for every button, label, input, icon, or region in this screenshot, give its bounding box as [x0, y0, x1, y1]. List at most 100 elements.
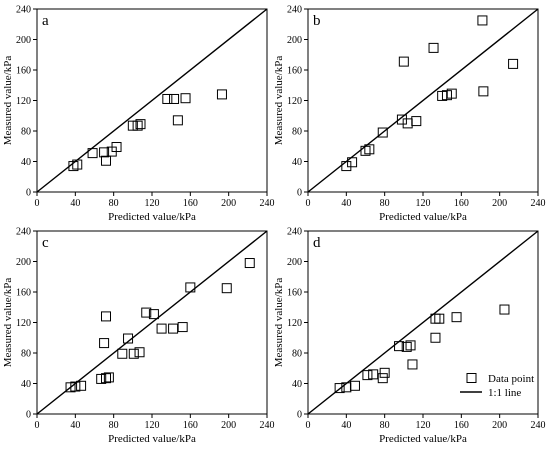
panel-letter: b — [313, 13, 321, 29]
legend: Data point 1:1 line — [460, 373, 534, 399]
y-tick-label: 200 — [287, 257, 302, 268]
data-point — [111, 142, 122, 153]
data-point — [377, 373, 388, 384]
data-point — [101, 155, 111, 166]
y-tick-label: 120 — [287, 96, 302, 107]
data-point — [216, 89, 227, 100]
data-point — [411, 116, 422, 127]
x-tick-label: 200 — [221, 198, 236, 209]
x-tick-label: 240 — [260, 420, 275, 431]
y-tick-label: 200 — [287, 35, 302, 46]
data-point — [396, 114, 407, 125]
x-tick-label: 40 — [70, 420, 80, 431]
x-tick-label: 80 — [109, 420, 119, 431]
data-point — [446, 88, 457, 99]
data-point — [101, 311, 111, 322]
legend-entry-label: Data point — [488, 373, 534, 385]
data-point — [347, 157, 358, 168]
data-point — [101, 373, 111, 384]
x-tick-label: 120 — [145, 420, 160, 431]
identity-line — [307, 230, 539, 415]
y-tick-label: 0 — [297, 410, 302, 421]
x-tick-label: 200 — [221, 420, 236, 431]
y-axis-label: Measured value/kPa — [273, 56, 285, 146]
y-tick-label: 240 — [287, 227, 302, 238]
x-axis-label: Predicted value/kPa — [108, 433, 196, 445]
y-tick-label: 120 — [16, 96, 31, 107]
y-tick-label: 0 — [26, 410, 31, 421]
data-point — [221, 283, 232, 294]
data-point — [180, 93, 191, 104]
x-tick-label: 0 — [306, 198, 311, 209]
data-point — [428, 42, 439, 53]
y-tick-label: 200 — [16, 257, 31, 268]
data-point — [362, 370, 373, 381]
data-point — [169, 93, 180, 104]
data-point — [407, 359, 418, 370]
y-tick-label: 0 — [297, 188, 302, 199]
data-point — [117, 348, 128, 359]
panel-d: 0 40 80 120 160 200 240 0 40 80 120 160 200 240 Predic… — [273, 227, 546, 446]
y-tick-label: 160 — [287, 66, 302, 77]
data-point — [103, 372, 114, 383]
x-tick-label: 40 — [341, 198, 351, 209]
x-tick-label: 80 — [109, 198, 119, 209]
data-point — [162, 93, 173, 104]
x-tick-label: 160 — [183, 198, 198, 209]
panel-b: 0 40 80 120 160 200 240 0 40 80 120 160 200 240 Predic… — [273, 5, 546, 224]
x-tick-label: 80 — [380, 198, 390, 209]
y-tick-label: 0 — [26, 188, 31, 199]
identity-line — [36, 8, 268, 193]
data-point — [341, 161, 352, 172]
x-tick-label: 0 — [306, 420, 311, 431]
data-point — [405, 340, 416, 351]
x-tick-label: 40 — [341, 420, 351, 431]
y-tick-label: 160 — [16, 66, 31, 77]
data-point — [123, 333, 134, 344]
panel-c: 0 40 80 120 160 200 240 0 40 80 120 160 200 240 Predic… — [2, 227, 275, 446]
panel-letter: c — [42, 235, 49, 251]
data-point — [368, 369, 379, 380]
y-tick-label: 40 — [292, 379, 302, 390]
data-point — [379, 367, 390, 378]
panel-a: 0 40 80 120 160 200 240 0 40 80 120 160 200 240 Predic… — [2, 5, 275, 224]
y-tick-label: 160 — [287, 288, 302, 299]
data-point — [334, 383, 345, 394]
x-tick-label: 160 — [183, 420, 198, 431]
identity-line — [36, 230, 268, 415]
data-point — [99, 338, 110, 349]
data-point — [434, 313, 445, 324]
y-tick-label: 40 — [21, 379, 31, 390]
data-point — [401, 341, 412, 352]
data-point — [148, 309, 159, 320]
data-point — [128, 348, 139, 359]
data-point — [70, 381, 81, 392]
x-tick-label: 40 — [70, 198, 80, 209]
data-point — [402, 118, 413, 129]
x-axis-label: Predicted value/kPa — [379, 433, 467, 445]
x-tick-label: 120 — [416, 198, 431, 209]
data-point — [87, 148, 98, 159]
data-point — [394, 341, 405, 352]
data-point — [134, 347, 145, 358]
data-point — [99, 147, 110, 158]
y-tick-label: 80 — [21, 349, 31, 360]
data-point — [360, 145, 371, 156]
data-point — [508, 58, 519, 69]
x-tick-label: 200 — [492, 420, 507, 431]
y-axis-label: Measured value/kPa — [2, 56, 14, 146]
data-point — [349, 380, 360, 391]
y-tick-label: 40 — [21, 157, 31, 168]
x-axis-label: Predicted value/kPa — [379, 211, 467, 223]
data-point — [451, 312, 462, 323]
x-tick-label: 160 — [454, 198, 469, 209]
data-point — [430, 332, 441, 343]
x-tick-label: 160 — [454, 420, 469, 431]
data-point — [377, 127, 388, 138]
x-tick-label: 120 — [145, 198, 160, 209]
y-tick-label: 120 — [16, 318, 31, 329]
y-tick-label: 240 — [16, 5, 31, 16]
data-point — [68, 161, 79, 172]
x-tick-label: 240 — [260, 198, 275, 209]
